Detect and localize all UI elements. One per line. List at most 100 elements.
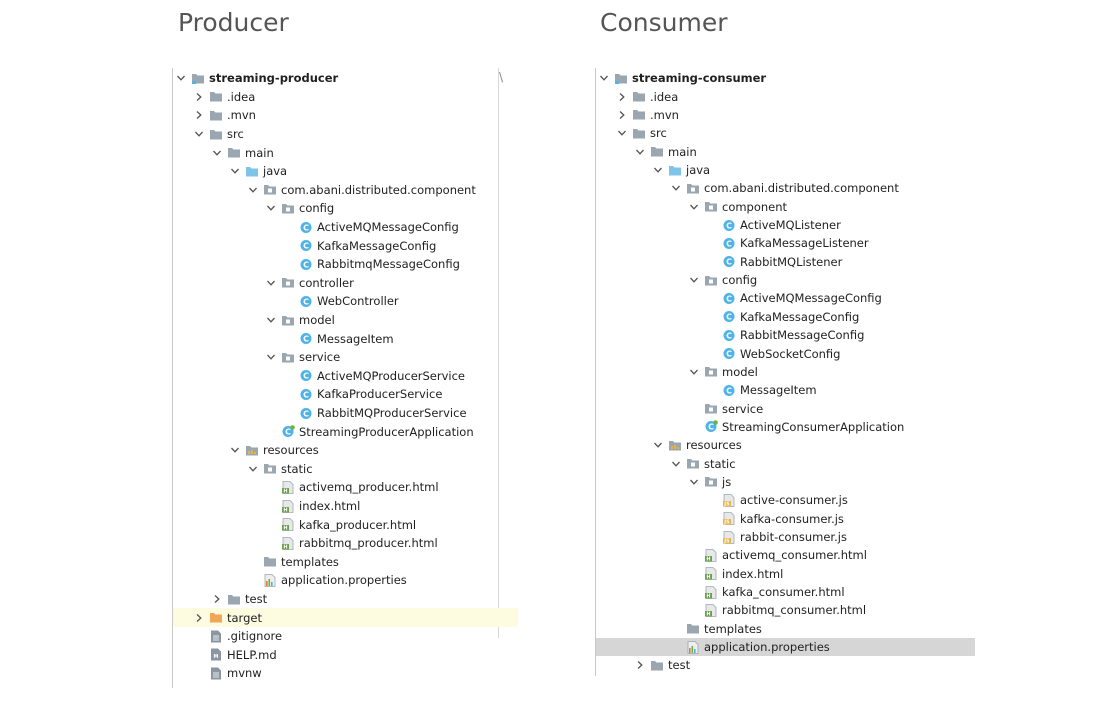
tree-item[interactable]: main [596, 142, 939, 161]
chevron-down-icon[interactable] [670, 458, 682, 470]
tree-item[interactable]: C RabbitMessageConfig [596, 326, 1011, 345]
tree-item[interactable]: C RabbitMQProducerService [173, 404, 608, 423]
tree-item[interactable]: .idea [173, 88, 518, 107]
chevron-down-icon[interactable] [688, 201, 700, 213]
tree-item[interactable]: test [596, 656, 939, 675]
tree-item[interactable]: resources [596, 436, 957, 455]
tree-item[interactable]: C RabbitmqMessageConfig [173, 255, 608, 274]
tree-item[interactable]: service [596, 399, 993, 418]
tree-item-label: mvnw [227, 666, 262, 681]
tree-item[interactable]: controller [173, 274, 590, 293]
chevron-down-icon[interactable] [652, 439, 664, 451]
tree-item[interactable]: .gitignore [173, 627, 518, 646]
tree-item[interactable]: C StreamingConsumerApplication [596, 418, 993, 437]
chevron-right-icon[interactable] [211, 593, 223, 605]
tree-item[interactable]: JS rabbit-consumer.js [596, 528, 1011, 547]
chevron-right-icon[interactable] [634, 659, 646, 671]
chevron-down-icon[interactable] [265, 202, 277, 214]
chevron-down-icon[interactable] [247, 184, 259, 196]
tree-item[interactable]: C KafkaProducerService [173, 385, 608, 404]
tree-item[interactable]: .mvn [173, 106, 518, 125]
chevron-right-icon[interactable] [193, 91, 205, 103]
tree-item[interactable]: C KafkaMessageListener [596, 234, 1011, 253]
tree-item-label: rabbit-consumer.js [740, 530, 847, 544]
tree-item[interactable]: JS kafka-consumer.js [596, 509, 1011, 528]
tree-item[interactable]: C MessageItem [173, 329, 608, 348]
chevron-right-icon[interactable] [193, 109, 205, 121]
chevron-down-icon[interactable] [229, 165, 241, 177]
tree-item[interactable]: templates [173, 553, 572, 572]
tree-item[interactable]: src [173, 125, 518, 144]
folder-icon [632, 90, 646, 103]
chevron-right-icon[interactable] [193, 612, 205, 624]
tree-item[interactable]: main [173, 143, 536, 162]
chevron-down-icon[interactable] [175, 72, 187, 84]
chevron-down-icon[interactable] [598, 72, 610, 84]
tree-item[interactable]: java [173, 162, 554, 181]
tree-item[interactable]: templates [596, 620, 975, 639]
chevron-down-icon[interactable] [652, 164, 664, 176]
tree-item[interactable]: C KafkaMessageConfig [596, 308, 1011, 327]
tree-item-label: ActiveMQProducerService [317, 368, 466, 383]
chevron-down-icon[interactable] [265, 277, 277, 289]
tree-item-label: .idea [227, 89, 256, 104]
chevron-down-icon[interactable] [688, 476, 700, 488]
tree-item[interactable]: C MessageItem [596, 381, 1011, 400]
tree-item[interactable]: C ActiveMQMessageConfig [173, 218, 608, 237]
tree-item[interactable]: config [173, 199, 590, 218]
tree-item[interactable]: JS active-consumer.js [596, 491, 1011, 510]
chevron-down-icon[interactable] [211, 147, 223, 159]
chevron-down-icon[interactable] [634, 146, 646, 158]
chevron-down-icon[interactable] [193, 128, 205, 140]
tree-item[interactable]: java [596, 161, 957, 180]
chevron-right-icon[interactable] [616, 109, 628, 121]
tree-item[interactable]: test [173, 590, 536, 609]
tree-item[interactable]: C ActiveMQProducerService [173, 367, 608, 386]
tree-item[interactable]: C StreamingProducerApplication [173, 422, 590, 441]
chevron-down-icon[interactable] [229, 444, 241, 456]
chevron-down-icon[interactable] [247, 463, 259, 475]
tree-item[interactable]: application.properties [173, 571, 572, 590]
chevron-down-icon[interactable] [688, 366, 700, 378]
chevron-down-icon[interactable] [616, 127, 628, 139]
tree-item[interactable]: static [596, 454, 975, 473]
tree-item[interactable]: C WebSocketConfig [596, 344, 1011, 363]
tree-item[interactable]: model [596, 363, 993, 382]
tree-item[interactable]: static [173, 460, 572, 479]
chevron-down-icon[interactable] [670, 182, 682, 194]
tree-item[interactable]: src [596, 124, 921, 143]
tree-item[interactable]: target [173, 608, 518, 627]
chevron-down-icon[interactable] [265, 314, 277, 326]
tree-item[interactable]: mvnw [173, 664, 518, 683]
tree-item[interactable]: js [596, 473, 993, 492]
tree-item[interactable]: .idea [596, 87, 921, 106]
tree-item[interactable]: M HELP.md [173, 646, 518, 665]
tree-item[interactable]: com.abani.distributed.component [596, 179, 975, 198]
tree-item[interactable]: C ActiveMQListener [596, 216, 1011, 235]
chevron-down-icon[interactable] [265, 351, 277, 363]
tree-item[interactable]: resources [173, 441, 554, 460]
tree-item[interactable]: C RabbitMQListener [596, 253, 1011, 272]
tree-item[interactable]: C ActiveMQMessageConfig [596, 289, 1011, 308]
tree-item[interactable]: streaming-producer [173, 69, 500, 88]
tree-item[interactable]: C KafkaMessageConfig [173, 236, 608, 255]
tree-item[interactable]: .mvn [596, 106, 921, 125]
chevron-right-icon[interactable] [616, 91, 628, 103]
tree-item[interactable]: com.abani.distributed.component [173, 181, 572, 200]
tree-item[interactable]: application.properties [596, 637, 975, 657]
tree-item[interactable]: component [596, 197, 993, 216]
tree-item[interactable]: model [173, 311, 590, 330]
tree-item[interactable]: C WebController [173, 292, 608, 311]
tree-item[interactable]: config [596, 271, 993, 290]
tree-item[interactable]: streaming-consumer [596, 69, 903, 88]
chevron-down-icon[interactable] [688, 274, 700, 286]
tree-item[interactable]: service [173, 348, 590, 367]
